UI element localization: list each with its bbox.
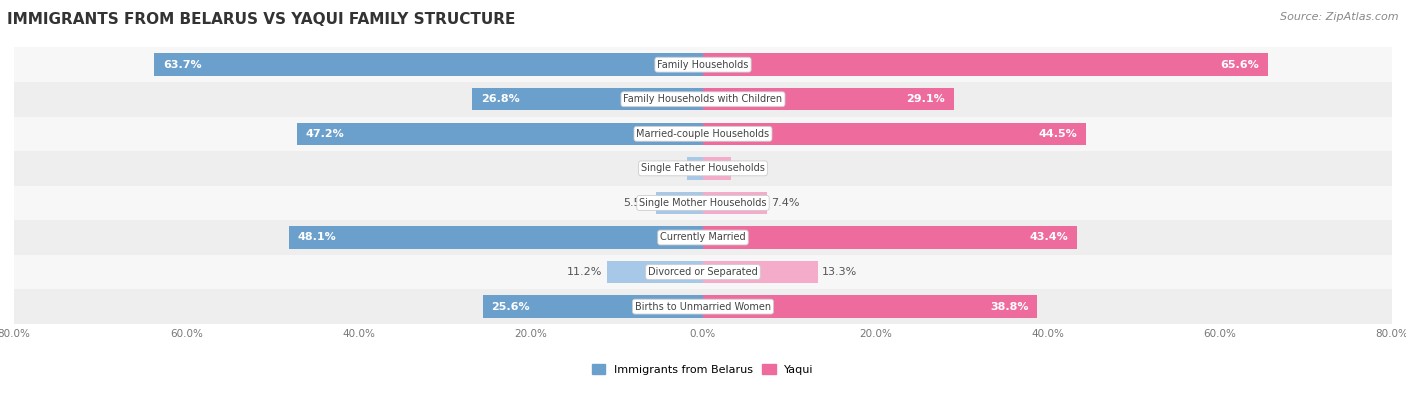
Bar — [14, 82, 1392, 117]
Bar — [703, 295, 1038, 318]
Bar — [703, 157, 731, 180]
Text: Single Father Households: Single Father Households — [641, 164, 765, 173]
Text: 44.5%: 44.5% — [1039, 129, 1077, 139]
Bar — [703, 53, 1268, 76]
Bar — [703, 261, 817, 283]
Text: Family Households: Family Households — [658, 60, 748, 70]
Bar — [606, 261, 703, 283]
Text: IMMIGRANTS FROM BELARUS VS YAQUI FAMILY STRUCTURE: IMMIGRANTS FROM BELARUS VS YAQUI FAMILY … — [7, 12, 516, 27]
Legend: Immigrants from Belarus, Yaqui: Immigrants from Belarus, Yaqui — [588, 360, 818, 379]
Text: Currently Married: Currently Married — [661, 233, 745, 243]
Text: 63.7%: 63.7% — [163, 60, 201, 70]
Text: 26.8%: 26.8% — [481, 94, 520, 104]
Bar — [703, 122, 1087, 145]
Bar — [655, 192, 703, 214]
Text: 11.2%: 11.2% — [567, 267, 602, 277]
Bar — [297, 122, 703, 145]
Text: 1.9%: 1.9% — [654, 164, 682, 173]
Text: 65.6%: 65.6% — [1220, 60, 1260, 70]
Bar — [482, 295, 703, 318]
Text: Single Mother Households: Single Mother Households — [640, 198, 766, 208]
Text: 13.3%: 13.3% — [823, 267, 858, 277]
Bar — [288, 226, 703, 249]
Text: 7.4%: 7.4% — [770, 198, 800, 208]
Text: 29.1%: 29.1% — [907, 94, 945, 104]
Bar — [14, 117, 1392, 151]
Bar — [14, 47, 1392, 82]
Bar — [14, 220, 1392, 255]
Bar — [14, 151, 1392, 186]
Text: 25.6%: 25.6% — [491, 302, 530, 312]
Bar — [686, 157, 703, 180]
Bar — [703, 88, 953, 111]
Text: 5.5%: 5.5% — [623, 198, 651, 208]
Bar — [155, 53, 703, 76]
Text: 47.2%: 47.2% — [305, 129, 344, 139]
Text: 38.8%: 38.8% — [990, 302, 1029, 312]
Text: Married-couple Households: Married-couple Households — [637, 129, 769, 139]
Text: Divorced or Separated: Divorced or Separated — [648, 267, 758, 277]
Text: 43.4%: 43.4% — [1029, 233, 1069, 243]
Bar — [703, 226, 1077, 249]
Bar — [14, 289, 1392, 324]
Text: Source: ZipAtlas.com: Source: ZipAtlas.com — [1281, 12, 1399, 22]
Text: 3.2%: 3.2% — [735, 164, 763, 173]
Text: Family Households with Children: Family Households with Children — [623, 94, 783, 104]
Text: 48.1%: 48.1% — [298, 233, 336, 243]
Bar — [14, 255, 1392, 289]
Bar — [14, 186, 1392, 220]
Text: Births to Unmarried Women: Births to Unmarried Women — [636, 302, 770, 312]
Bar — [703, 192, 766, 214]
Bar — [472, 88, 703, 111]
